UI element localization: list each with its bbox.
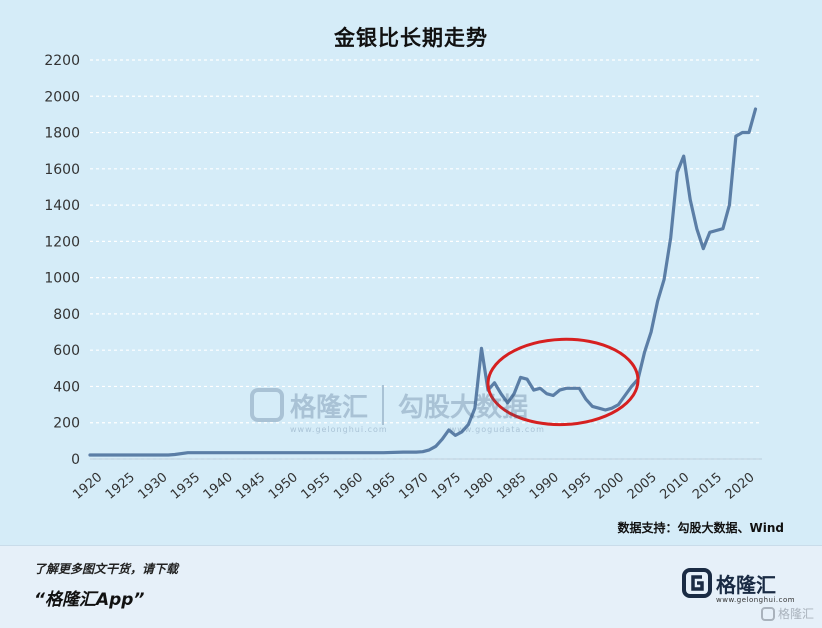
x-tick-label: 1975 [429, 470, 464, 503]
y-tick-label: 1000 [44, 271, 80, 287]
y-tick-label: 2000 [44, 89, 80, 105]
corner-watermark: 格隆汇 [760, 605, 814, 622]
x-tick-label: 1995 [560, 470, 595, 503]
y-tick-label: 1600 [44, 162, 80, 178]
highlight-ellipse-0 [486, 337, 640, 427]
x-tick-label: 1985 [494, 470, 529, 503]
chart-title: 金银比长期走势 [334, 26, 488, 50]
y-tick-label: 1200 [44, 234, 80, 250]
x-tick-label: 1940 [201, 470, 236, 503]
source-note: 数据支持：勾股大数据、Wind [617, 521, 784, 535]
x-tick-label: 1965 [364, 470, 399, 503]
x-tick-label: 1920 [70, 470, 105, 503]
x-tick-label: 2000 [592, 470, 627, 503]
y-tick-label: 0 [71, 452, 80, 468]
x-tick-label: 1950 [266, 470, 301, 503]
footer-logo: 格隆汇 [682, 568, 776, 598]
x-tick-label: 1925 [103, 470, 138, 503]
promo-text: 了解更多图文干货，请下载 [34, 562, 179, 576]
promo-app-name: “格隆汇App” [34, 590, 145, 610]
series-line-0 [88, 107, 758, 457]
y-tick-label: 800 [53, 307, 80, 323]
corner-watermark-text: 格隆汇 [777, 607, 814, 621]
y-tick-label: 400 [53, 379, 80, 395]
x-tick-label: 1930 [135, 470, 170, 503]
y-tick-label: 2200 [44, 53, 80, 69]
footer-logo-text: 格隆汇 [716, 572, 776, 597]
x-tick-label: 2010 [657, 470, 692, 503]
x-tick-label: 2005 [625, 470, 660, 503]
chart-plot: 0 200 400 600 800 1000 1200 1400 1600 1800 2000 220… [44, 53, 762, 503]
y-tick-label: 200 [53, 416, 80, 432]
x-tick-label: 1955 [299, 470, 334, 503]
y-tick-label: 1800 [44, 126, 80, 142]
x-tick-label: 1980 [462, 470, 497, 503]
x-tick-label: 1945 [233, 470, 268, 503]
gelonghui-logo-icon [682, 568, 712, 598]
corner-logo-icon [760, 606, 775, 621]
x-tick-label: 1935 [168, 470, 203, 503]
y-tick-label: 600 [53, 343, 80, 359]
x-tick-label: 2015 [690, 470, 725, 503]
x-tick-label: 2020 [723, 470, 758, 503]
y-tick-label: 1400 [44, 198, 80, 214]
footer-logo-url: www.gelonghui.com [716, 596, 796, 604]
x-tick-label: 1960 [331, 470, 366, 503]
footer-banner: 了解更多图文干货，请下载 “格隆汇App” 格隆汇 www.gelonghui.… [0, 545, 822, 628]
x-tick-label: 1970 [396, 470, 431, 503]
x-tick-label: 1990 [527, 470, 562, 503]
